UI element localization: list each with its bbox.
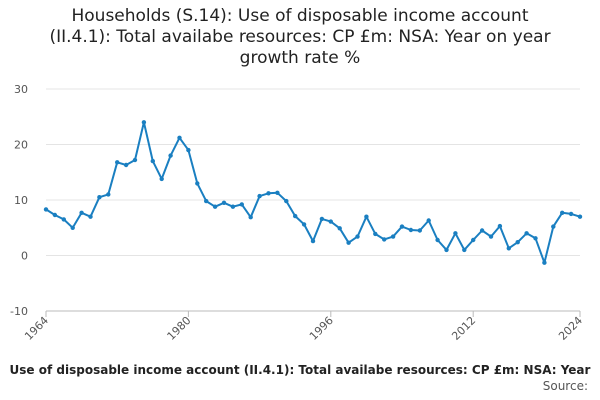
data-point <box>515 240 520 245</box>
data-point <box>257 193 262 199</box>
y-tick-label: 10 <box>14 194 28 207</box>
data-point <box>284 198 289 204</box>
data-point <box>79 210 84 215</box>
data-point <box>168 153 173 158</box>
data-point <box>568 211 574 217</box>
data-point <box>337 226 342 231</box>
x-tick-label: 2012 <box>449 314 478 343</box>
data-point <box>204 198 209 204</box>
data-point <box>506 246 511 251</box>
data-point <box>293 213 298 219</box>
data-point <box>70 225 75 230</box>
data-point <box>141 120 147 125</box>
data-point <box>328 219 333 224</box>
data-point <box>212 204 218 209</box>
x-tick-label: 1980 <box>165 314 194 343</box>
data-point <box>97 195 102 200</box>
data-point <box>186 147 191 153</box>
x-tick-label: 2024 <box>556 314 585 343</box>
data-point <box>301 222 307 227</box>
data-point <box>275 190 280 195</box>
data-point <box>471 237 476 243</box>
data-point <box>346 240 351 245</box>
data-point <box>123 162 129 168</box>
data-point <box>497 223 503 229</box>
data-point <box>115 160 120 165</box>
data-point <box>230 204 236 209</box>
y-tick-label: 0 <box>21 250 28 263</box>
data-point <box>560 210 565 215</box>
data-point <box>319 216 325 222</box>
data-point <box>577 214 583 219</box>
data-point <box>248 215 253 220</box>
data-point <box>364 214 369 219</box>
data-point <box>52 212 58 218</box>
data-point <box>266 191 271 196</box>
data-point <box>488 234 494 239</box>
chart-title: Households (S.14): Use of disposable inc… <box>0 6 600 69</box>
data-point <box>177 135 182 140</box>
data-point <box>43 207 49 212</box>
data-point <box>453 231 458 236</box>
data-point <box>159 176 164 182</box>
data-point <box>195 181 200 186</box>
series-caption: Use of disposable income account (II.4.1… <box>9 363 591 377</box>
title-line-3: growth rate % <box>239 48 361 68</box>
data-point <box>533 236 538 241</box>
data-point <box>462 247 467 253</box>
data-point <box>479 228 485 233</box>
title-line-2: (II.4.1): Total availabe resources: CP £… <box>49 27 551 47</box>
data-point <box>221 200 227 205</box>
data-point <box>524 231 529 236</box>
data-point <box>88 214 93 219</box>
data-point <box>542 260 547 265</box>
data-point <box>551 224 556 229</box>
x-tick-label: 1996 <box>307 314 336 343</box>
data-point <box>150 158 155 164</box>
data-point <box>382 237 387 242</box>
data-point <box>444 247 449 253</box>
data-point <box>310 238 316 244</box>
x-tick-label: 1964 <box>22 314 51 343</box>
title-line-1: Households (S.14): Use of disposable inc… <box>71 6 529 26</box>
data-point <box>132 157 138 163</box>
y-tick-label: -10 <box>10 305 28 318</box>
data-point <box>355 234 360 239</box>
data-point <box>239 202 244 207</box>
data-point <box>390 234 396 239</box>
y-tick-label: 30 <box>14 83 28 96</box>
data-point <box>373 231 378 237</box>
data-point <box>106 192 111 197</box>
data-point <box>435 237 440 243</box>
data-point <box>408 227 414 233</box>
data-point <box>426 218 431 223</box>
y-tick-label: 20 <box>14 139 28 152</box>
data-point <box>417 228 422 233</box>
data-point <box>399 224 405 229</box>
source-label: Source: <box>542 379 588 393</box>
data-point <box>61 217 66 222</box>
